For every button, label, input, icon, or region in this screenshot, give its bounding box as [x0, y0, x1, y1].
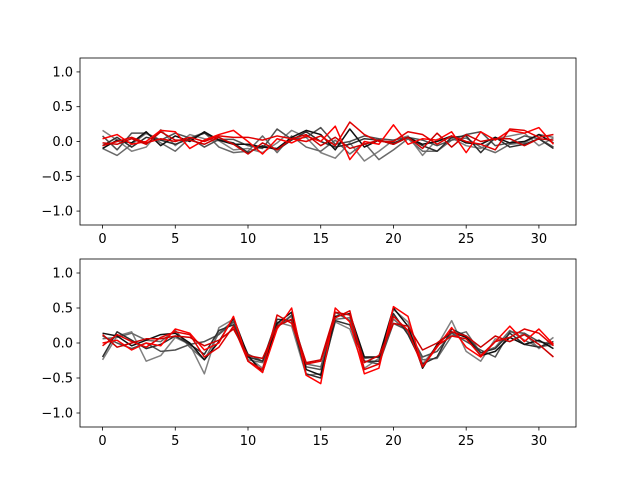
top-x-ticks: 0 5 10 15 20 25 30: [98, 225, 547, 247]
top-series-line-7: [102, 131, 554, 155]
bottom-series-group: [101, 305, 554, 385]
bottom-y-tick-label: −0.5: [41, 372, 73, 387]
bottom-x-tick-label: 30: [531, 434, 548, 449]
top-y-tick-label: −0.5: [41, 170, 73, 185]
top-x-tick-label: 30: [531, 232, 548, 247]
bottom-x-ticks: 0 5 10 15 20 25 30: [98, 427, 547, 449]
top-series-line-5: [102, 124, 555, 161]
bottom-series-line-7: [102, 311, 554, 364]
top-series-line-1: [102, 131, 554, 161]
top-x-tick-label: 20: [385, 232, 402, 247]
top-series-group: [102, 121, 555, 162]
top-y-tick-label: −1.0: [41, 205, 73, 220]
top-y-ticks: −1.0 −0.5 0.0 0.5 1.0: [41, 65, 80, 220]
bottom-x-tick-label: 10: [240, 434, 257, 449]
top-axes-frame: [79, 57, 577, 226]
bottom-y-tick-label: −1.0: [41, 407, 73, 422]
top-x-tick-label: 0: [98, 232, 106, 247]
bottom-x-tick-label: 5: [171, 434, 179, 449]
bottom-y-tick-label: 0.5: [52, 302, 73, 317]
top-y-tick-label: 1.0: [52, 65, 73, 80]
bottom-x-tick-label: 0: [98, 434, 106, 449]
top-subplot: 0 5 10 15 20 25 30 −1.0 −0.5 0.0 0.5 1.0: [41, 57, 577, 247]
top-x-tick-label: 25: [458, 232, 475, 247]
bottom-y-tick-label: 1.0: [52, 267, 73, 282]
bottom-subplot: 0 5 10 15 20 25 30 −1.0 −0.5 0.0 0.5 1.0: [41, 258, 577, 449]
top-x-tick-label: 15: [312, 232, 329, 247]
bottom-axes-frame: [79, 258, 577, 428]
top-x-tick-label: 5: [171, 232, 179, 247]
top-y-tick-label: 0.0: [52, 135, 73, 150]
bottom-y-tick-label: 0.0: [52, 337, 73, 352]
bottom-x-tick-label: 25: [458, 434, 475, 449]
bottom-x-tick-label: 15: [312, 434, 329, 449]
bottom-y-ticks: −1.0 −0.5 0.0 0.5 1.0: [41, 267, 80, 422]
top-x-tick-label: 10: [240, 232, 257, 247]
top-y-tick-label: 0.5: [52, 100, 73, 115]
bottom-x-tick-label: 20: [385, 434, 402, 449]
bottom-series-line-6: [102, 310, 554, 371]
top-series-line-3: [102, 131, 554, 154]
bottom-series-line-5: [102, 305, 554, 385]
